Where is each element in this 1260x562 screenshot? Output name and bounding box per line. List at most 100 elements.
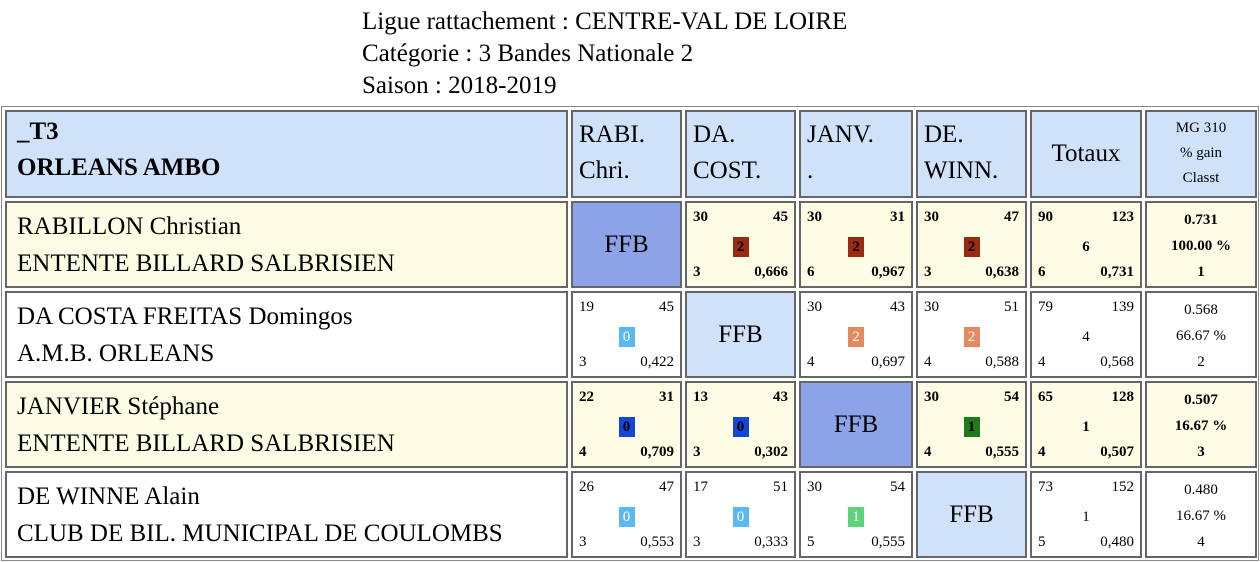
total-average: 0,568 xyxy=(1100,354,1134,370)
mg-value: 0.507 xyxy=(1184,392,1218,408)
player-club: ENTENTE BILLARD SALBRISIEN xyxy=(17,430,395,457)
mg-cell: 0.568 66.67 % 2 xyxy=(1145,291,1257,378)
gain-percent: 100.00 % xyxy=(1171,238,1231,254)
total-match-points: 6 xyxy=(1082,239,1090,255)
match-series: 4 xyxy=(807,354,815,370)
ffb-cell: FFB xyxy=(571,201,682,288)
match-points-scored: 30 xyxy=(693,209,708,225)
match-average: 0,709 xyxy=(640,444,674,460)
player-club: CLUB DE BIL. MUNICIPAL DE COULOMBS xyxy=(17,520,503,547)
total-reprises: 128 xyxy=(1111,389,1135,405)
match-points-conceded: 45 xyxy=(773,209,788,225)
total-cell: 79 139 4 4 0,568 xyxy=(1030,291,1142,378)
gain-label: % gain xyxy=(1179,145,1223,161)
match-cell: 30 45 2 3 0,666 xyxy=(685,201,796,288)
match-points-conceded: 31 xyxy=(890,209,905,225)
rank-value: 3 xyxy=(1197,444,1205,460)
rank-value: 1 xyxy=(1197,264,1205,280)
group-club: ORLEANS AMBO xyxy=(17,154,221,181)
match-cell: 26 47 0 3 0,553 xyxy=(571,471,682,558)
match-series: 3 xyxy=(579,354,587,370)
classt-label: Classt xyxy=(1182,170,1220,186)
match-cell: 30 54 1 5 0,555 xyxy=(799,471,913,558)
total-points: 90 xyxy=(1038,209,1053,225)
match-series: 3 xyxy=(693,444,701,460)
ffb-cell: FFB xyxy=(685,291,796,378)
total-points: 79 xyxy=(1038,299,1053,315)
match-points-conceded: 51 xyxy=(1004,299,1019,315)
total-cell: 90 123 6 6 0,731 xyxy=(1030,201,1142,288)
match-average: 0,555 xyxy=(985,444,1019,460)
match-result-badge: 2 xyxy=(963,237,980,257)
mg-value: 0.568 xyxy=(1184,302,1218,318)
player-cell: RABILLON Christian ENTENTE BILLARD SALBRI… xyxy=(5,201,568,288)
rank-value: 2 xyxy=(1197,354,1205,370)
match-series: 4 xyxy=(924,444,932,460)
match-result-badge: 1 xyxy=(963,417,980,437)
total-series: 5 xyxy=(1038,534,1046,550)
mg-value: 0.480 xyxy=(1184,482,1218,498)
total-series: 4 xyxy=(1038,444,1046,460)
player-club: A.M.B. ORLEANS xyxy=(17,340,215,367)
match-cell: 30 54 1 4 0,555 xyxy=(916,381,1027,468)
player-name-block: JANVIER Stéphane ENTENTE BILLARD SALBRISI… xyxy=(7,383,566,462)
match-average: 0,697 xyxy=(871,354,905,370)
match-result-badge: 2 xyxy=(963,327,980,347)
total-series: 4 xyxy=(1038,354,1046,370)
mg-cell: 0.731 100.00 % 1 xyxy=(1145,201,1257,288)
match-average: 0,333 xyxy=(754,534,788,550)
mg-cell: 0.507 16.67 % 3 xyxy=(1145,381,1257,468)
match-points-scored: 22 xyxy=(579,389,594,405)
match-points-conceded: 47 xyxy=(659,479,674,495)
match-series: 4 xyxy=(579,444,587,460)
match-cell: 30 47 2 3 0,638 xyxy=(916,201,1027,288)
match-result-badge: 1 xyxy=(848,507,864,527)
gain-percent: 16.67 % xyxy=(1174,418,1228,434)
total-points: 65 xyxy=(1038,389,1053,405)
mg-value: 0.731 xyxy=(1184,212,1218,228)
total-cell: 73 152 1 5 0,480 xyxy=(1030,471,1142,558)
match-points-conceded: 45 xyxy=(659,299,674,315)
gain-percent: 16.67 % xyxy=(1176,508,1226,524)
player-name-block: DE WINNE Alain CLUB DE BIL. MUNICIPAL DE … xyxy=(7,473,566,552)
total-reprises: 123 xyxy=(1111,209,1135,225)
col-header-3: JANV. . xyxy=(799,110,913,198)
match-series: 3 xyxy=(693,534,701,550)
match-series: 3 xyxy=(924,264,932,280)
match-cell: 13 43 0 3 0,302 xyxy=(685,381,796,468)
player-name-block: RABILLON Christian ENTENTE BILLARD SALBRI… xyxy=(7,203,566,282)
match-average: 0,553 xyxy=(640,534,674,550)
player-name: DE WINNE Alain xyxy=(17,483,200,510)
match-points-scored: 30 xyxy=(807,209,822,225)
match-points-scored: 13 xyxy=(693,389,708,405)
total-average: 0,507 xyxy=(1100,444,1134,460)
mg-cell: 0.480 16.67 % 4 xyxy=(1145,471,1257,558)
match-cell: 19 45 0 3 0,422 xyxy=(571,291,682,378)
match-series: 6 xyxy=(807,264,815,280)
total-match-points: 4 xyxy=(1082,329,1090,345)
saison-line: Saison : 2018-2019 xyxy=(362,72,557,99)
match-result-badge: 0 xyxy=(618,417,635,437)
match-points-scored: 30 xyxy=(924,389,939,405)
match-series: 3 xyxy=(693,264,701,280)
match-cell: 30 43 2 4 0,697 xyxy=(799,291,913,378)
match-points-scored: 30 xyxy=(807,479,822,495)
match-average: 0,967 xyxy=(871,264,905,280)
match-points-conceded: 54 xyxy=(890,479,905,495)
player-name: JANVIER Stéphane xyxy=(17,393,220,420)
match-average: 0,422 xyxy=(640,354,674,370)
match-average: 0,588 xyxy=(985,354,1019,370)
match-points-conceded: 31 xyxy=(659,389,674,405)
match-cell: 30 31 2 6 0,967 xyxy=(799,201,913,288)
match-result-badge: 2 xyxy=(848,327,864,347)
group-name: _T3 xyxy=(17,118,59,145)
match-series: 5 xyxy=(807,534,815,550)
match-result-badge: 2 xyxy=(732,237,749,257)
match-points-conceded: 47 xyxy=(1004,209,1019,225)
total-cell: 65 128 1 4 0,507 xyxy=(1030,381,1142,468)
total-reprises: 139 xyxy=(1111,299,1135,315)
rank-value: 4 xyxy=(1197,534,1205,550)
ffb-cell: FFB xyxy=(799,381,913,468)
mg-header: MG 310 % gain Classt xyxy=(1145,110,1257,198)
competition-header: Ligue rattachement : CENTRE-VAL DE LOIRE… xyxy=(362,6,847,102)
